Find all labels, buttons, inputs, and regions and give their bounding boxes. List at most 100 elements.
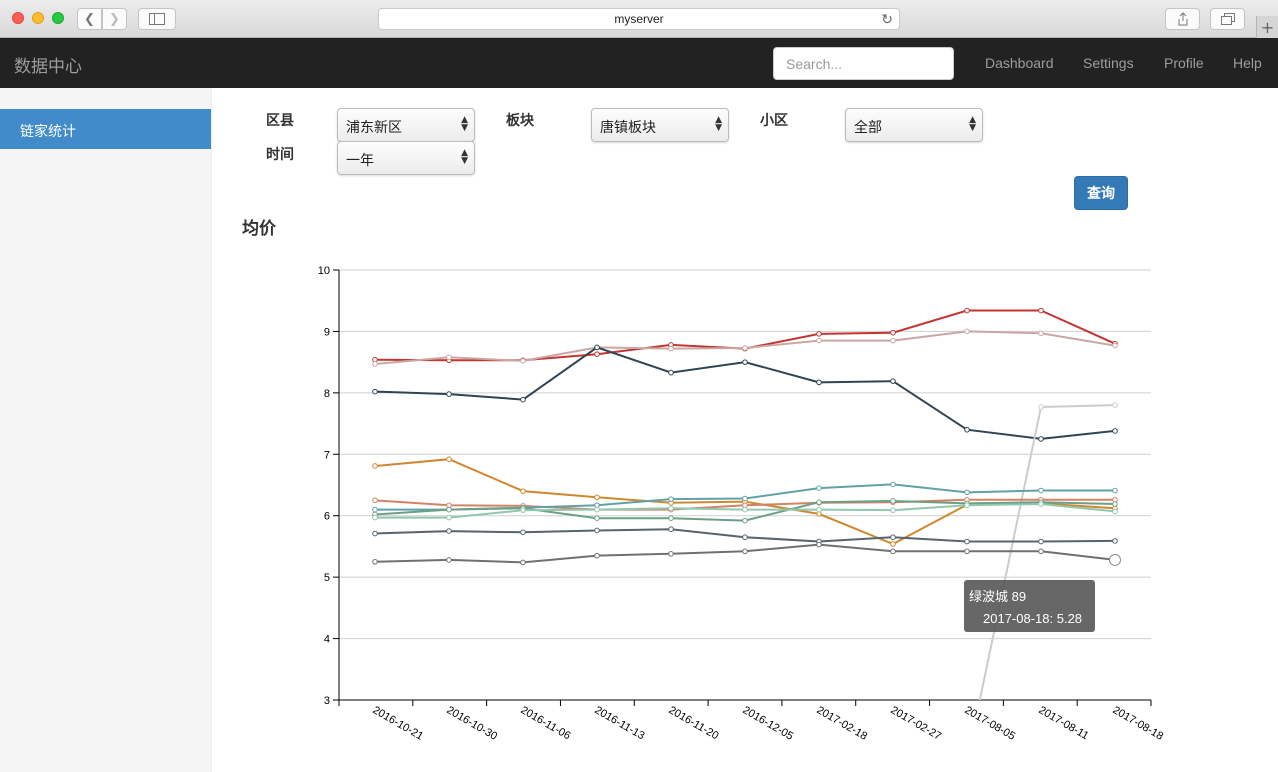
community-value: 全部 bbox=[854, 120, 882, 136]
x-tick-label: 2016-10-21 bbox=[371, 704, 426, 743]
address-bar[interactable]: myserver ↻ bbox=[378, 8, 900, 30]
community-label: 小区 bbox=[760, 113, 788, 129]
data-point bbox=[594, 351, 600, 357]
share-button[interactable] bbox=[1165, 8, 1200, 30]
time-label: 时间 bbox=[266, 147, 294, 163]
data-point bbox=[890, 507, 896, 513]
sidebar-item-lianjia-stats[interactable]: 链家统计 bbox=[0, 109, 211, 149]
data-point bbox=[594, 552, 600, 559]
x-tick-label: 2016-11-20 bbox=[667, 704, 721, 742]
data-point bbox=[446, 456, 452, 462]
browser-toolbar: ❮ ❯ myserver ↻ + bbox=[0, 0, 1278, 38]
data-point bbox=[594, 515, 600, 521]
sidebar-toggle-button[interactable] bbox=[138, 8, 176, 30]
data-point bbox=[446, 354, 452, 361]
close-window-button[interactable] bbox=[12, 12, 24, 24]
data-point bbox=[890, 337, 896, 344]
data-point bbox=[1112, 487, 1118, 494]
data-point bbox=[742, 345, 748, 351]
top-navbar: 数据中心 Dashboard Settings Profile Help bbox=[0, 38, 1278, 88]
community-select[interactable]: 全部 ▲ ▼ bbox=[845, 108, 983, 142]
data-point bbox=[890, 534, 896, 541]
y-tick-label: 6 bbox=[324, 511, 330, 523]
data-point bbox=[742, 517, 748, 524]
y-tick-label: 3 bbox=[324, 695, 330, 707]
tabs-icon bbox=[1220, 13, 1235, 25]
show-tabs-button[interactable] bbox=[1210, 8, 1245, 30]
data-point bbox=[594, 494, 600, 501]
data-point bbox=[520, 488, 526, 494]
data-point bbox=[446, 391, 452, 397]
data-point bbox=[668, 369, 674, 376]
select-arrows-icon: ▲ ▼ bbox=[969, 115, 976, 133]
data-point bbox=[1112, 342, 1118, 349]
data-point bbox=[964, 489, 970, 496]
search-input[interactable] bbox=[773, 47, 954, 80]
data-point bbox=[1038, 548, 1044, 555]
sidebar-icon bbox=[149, 13, 165, 25]
chevron-right-icon: ❯ bbox=[109, 11, 120, 27]
data-point bbox=[742, 359, 748, 365]
data-point bbox=[964, 328, 970, 335]
data-point bbox=[668, 345, 674, 352]
query-button[interactable]: 查询 bbox=[1074, 176, 1128, 210]
data-point bbox=[446, 514, 452, 521]
data-point bbox=[668, 496, 674, 502]
data-point bbox=[446, 528, 452, 534]
select-arrows-icon: ▲ ▼ bbox=[461, 115, 468, 133]
data-point bbox=[372, 463, 378, 469]
data-point bbox=[890, 548, 896, 555]
data-point bbox=[520, 358, 526, 364]
average-price-line-chart: 3 4 5 6 7 8 9 10 2016-10-21 2016-10-30 2016-11-06 2… bbox=[318, 265, 1165, 743]
x-tick-label: 2016-11-06 bbox=[519, 704, 573, 742]
nav-help[interactable]: Help bbox=[1233, 55, 1262, 71]
data-point bbox=[520, 529, 526, 536]
district-select[interactable]: 浦东新区 ▲ ▼ bbox=[337, 108, 475, 142]
hovered-data-point bbox=[1109, 553, 1121, 566]
chevron-left-icon: ❮ bbox=[84, 11, 95, 27]
data-point bbox=[964, 502, 970, 509]
data-point bbox=[1112, 428, 1118, 434]
y-tick-label: 8 bbox=[324, 388, 330, 400]
x-tick-label: 2017-08-05 bbox=[963, 704, 1018, 743]
new-tab-button[interactable]: + bbox=[1256, 16, 1278, 38]
time-select[interactable]: 一年 ▲ ▼ bbox=[337, 141, 475, 175]
nav-settings[interactable]: Settings bbox=[1083, 55, 1134, 71]
back-button[interactable]: ❮ bbox=[77, 8, 102, 30]
data-point bbox=[964, 307, 970, 314]
x-tick-label: 2016-12-05 bbox=[741, 704, 796, 743]
y-tick-label: 10 bbox=[318, 265, 330, 277]
x-tick-label: 2017-02-27 bbox=[889, 704, 944, 743]
nav-dashboard[interactable]: Dashboard bbox=[985, 55, 1054, 71]
data-point bbox=[668, 551, 674, 557]
data-point bbox=[816, 331, 822, 337]
data-point bbox=[890, 541, 896, 547]
data-point bbox=[816, 541, 822, 548]
data-point bbox=[816, 499, 822, 505]
plus-icon: + bbox=[1260, 17, 1275, 37]
data-point bbox=[1038, 501, 1044, 507]
y-tick-label: 5 bbox=[324, 572, 330, 584]
data-point bbox=[964, 538, 970, 545]
data-point bbox=[1038, 404, 1044, 410]
data-point bbox=[446, 557, 452, 563]
zoom-window-button[interactable] bbox=[52, 12, 64, 24]
data-point bbox=[372, 530, 378, 537]
forward-button[interactable]: ❯ bbox=[102, 8, 127, 30]
block-select[interactable]: 唐镇板块 ▲ ▼ bbox=[591, 108, 729, 142]
data-point bbox=[1038, 487, 1044, 494]
data-point bbox=[1112, 508, 1118, 515]
y-tick-label: 4 bbox=[324, 634, 330, 646]
data-point bbox=[372, 506, 378, 513]
data-point bbox=[890, 329, 896, 336]
minimize-window-button[interactable] bbox=[32, 12, 44, 24]
data-point bbox=[372, 497, 378, 504]
nav-profile[interactable]: Profile bbox=[1164, 55, 1204, 71]
brand-title[interactable]: 数据中心 bbox=[14, 57, 82, 77]
share-icon bbox=[1178, 12, 1187, 26]
data-point bbox=[742, 534, 748, 541]
data-point bbox=[1038, 538, 1044, 545]
data-point bbox=[446, 506, 452, 513]
reload-icon[interactable]: ↻ bbox=[881, 11, 893, 27]
district-label: 区县 bbox=[266, 113, 294, 129]
